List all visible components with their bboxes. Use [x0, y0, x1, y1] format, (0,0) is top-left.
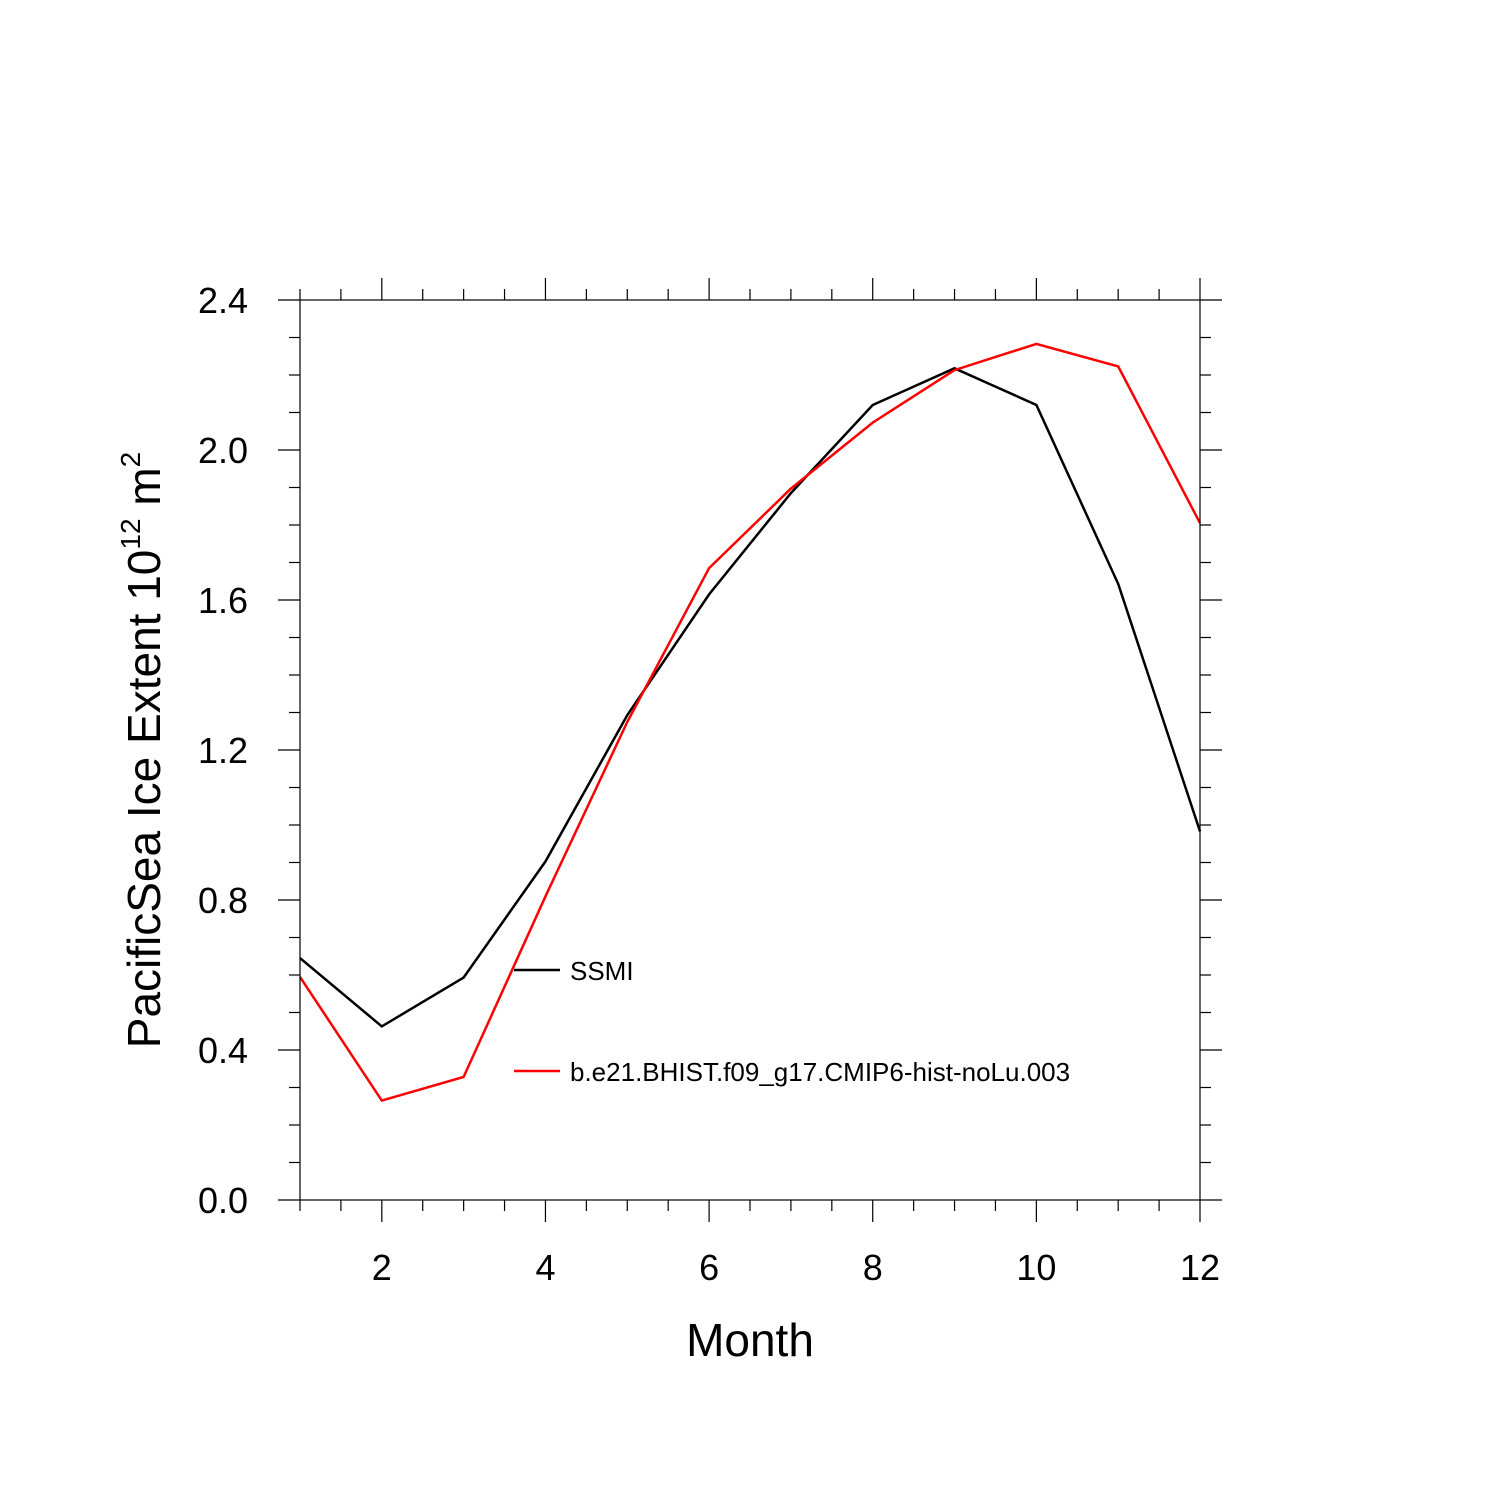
- y-axis-title-unit: m: [118, 467, 170, 518]
- y-tick-label: 0.0: [198, 1180, 248, 1221]
- y-tick-label: 0.8: [198, 880, 248, 921]
- x-axis-title: Month: [686, 1314, 814, 1366]
- tick-labels: 2 4 6 8 10 12 0.0 0.4 0.8 1.2 1.6 2.0 2.4: [198, 280, 1220, 1288]
- legend-label: SSMI: [570, 956, 634, 986]
- series-line-1: [299, 366, 1202, 1028]
- x-tick-label: 12: [1180, 1247, 1220, 1288]
- y-tick-label: 1.6: [198, 580, 248, 621]
- y-axis-title-unit-exponent: 2: [115, 452, 146, 468]
- y-axis-title: PacificSea Ice Extent 1012 m2: [115, 452, 170, 1048]
- y-axis-title-exponent: 12: [115, 518, 146, 549]
- y-tick-label: 1.2: [198, 730, 248, 771]
- y-tick-label: 0.4: [198, 1030, 248, 1071]
- y-tick-label: 2.0: [198, 430, 248, 471]
- x-tick-label: 8: [863, 1247, 883, 1288]
- x-tick-label: 2: [372, 1247, 392, 1288]
- axis-ticks: [278, 278, 1222, 1222]
- plot-frame: [299, 299, 1201, 1201]
- series-line-2: [298, 342, 1202, 1103]
- x-tick-label: 10: [1016, 1247, 1056, 1288]
- x-tick-label: 6: [699, 1247, 719, 1288]
- y-axis-title-main: PacificSea Ice Extent 10: [118, 550, 170, 1049]
- data-series: [298, 342, 1202, 1103]
- y-tick-label: 2.4: [198, 280, 248, 321]
- x-tick-label: 4: [535, 1247, 555, 1288]
- legend: SSMI b.e21.BHIST.f09_g17.CMIP6-hist-noLu.…: [514, 956, 1070, 1087]
- legend-label: b.e21.BHIST.f09_g17.CMIP6-hist-noLu.003: [570, 1057, 1070, 1087]
